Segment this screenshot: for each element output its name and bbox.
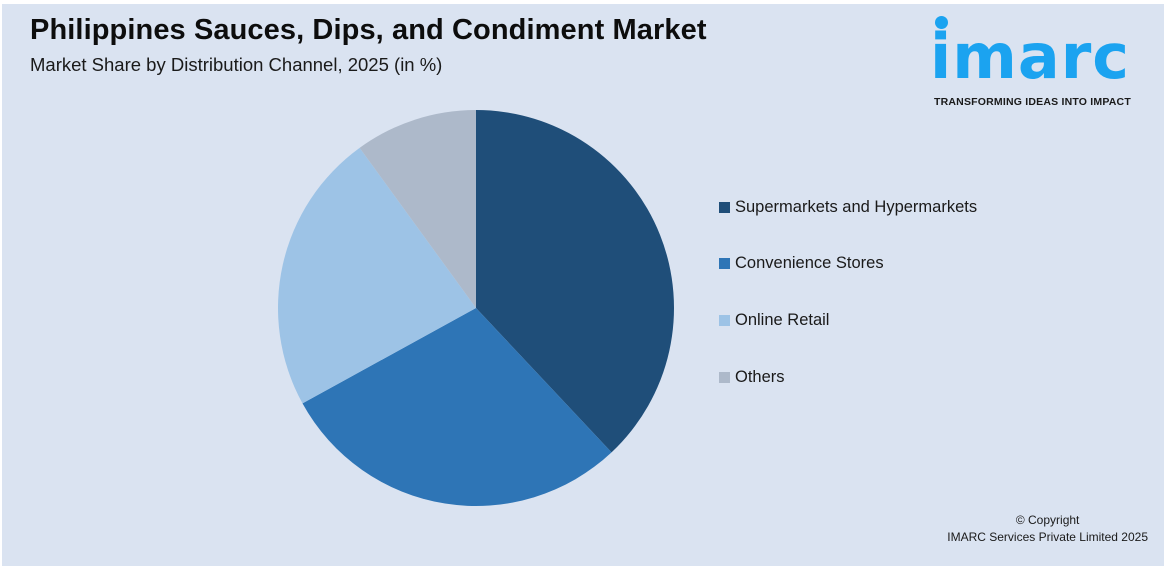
- legend-swatch-icon: [719, 258, 730, 269]
- chart-subtitle: Market Share by Distribution Channel, 20…: [30, 54, 443, 75]
- logo-dot-icon: [935, 16, 948, 29]
- copyright-line-1: © Copyright: [1015, 513, 1080, 527]
- legend-item-supermarkets: Supermarkets and Hypermarkets: [719, 198, 977, 217]
- chart-title: Philippines Sauces, Dips, and Condiment …: [30, 14, 707, 46]
- logo-tagline: TRANSFORMING IDEAS INTO IMPACT: [934, 96, 1131, 108]
- legend-item-online-retail: Online Retail: [719, 311, 829, 330]
- legend-swatch-icon: [719, 315, 730, 326]
- slice-others: [359, 110, 476, 308]
- slice-convenience-stores: [302, 308, 612, 506]
- legend-label: Supermarkets and Hypermarkets: [735, 198, 978, 216]
- copyright-line-2: IMARC Services Private Limited 2025: [947, 530, 1148, 544]
- legend-label: Online Retail: [735, 311, 830, 329]
- slice-supermarkets: [476, 110, 674, 453]
- copyright-notice: © Copyright IMARC Services Private Limit…: [947, 512, 1148, 546]
- legend-label: Convenience Stores: [735, 254, 884, 272]
- legend-item-convenience-stores: Convenience Stores: [719, 254, 884, 273]
- imarc-logo: imarc TRANSFORMING IDEAS INTO IMPACT: [928, 12, 1158, 112]
- legend-swatch-icon: [719, 202, 730, 213]
- slice-online-retail: [278, 147, 476, 404]
- legend-label: Others: [735, 368, 785, 386]
- legend-swatch-icon: [719, 372, 730, 383]
- legend-item-others: Others: [719, 368, 785, 387]
- logo-wordmark: imarc: [930, 20, 1131, 93]
